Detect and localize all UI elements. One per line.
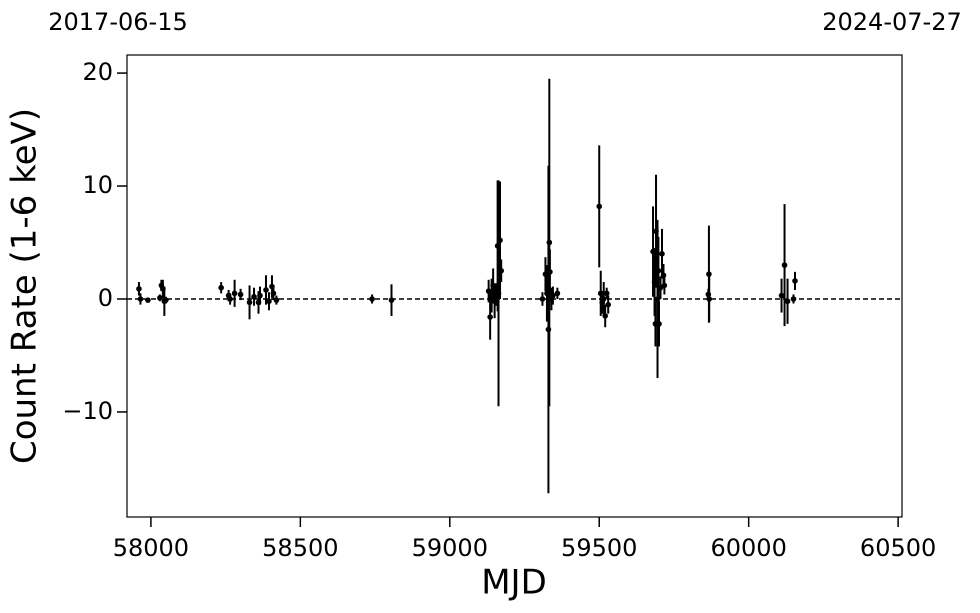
data-point	[659, 251, 665, 257]
data-point	[790, 296, 797, 302]
data-point	[792, 278, 798, 284]
top-left-label: 2017-06-15	[48, 8, 187, 36]
x-tick-label: 60500	[860, 534, 936, 562]
data-point	[163, 297, 169, 303]
data-point	[145, 297, 151, 303]
data-point	[554, 290, 561, 297]
data-point	[231, 290, 238, 297]
data-point	[369, 296, 375, 302]
x-tick-label: 58500	[262, 534, 338, 562]
data-point	[263, 287, 269, 293]
data-point	[781, 262, 788, 268]
y-axis-label: Count Rate (1-6 keV)	[5, 108, 45, 464]
y-tick-label: 20	[82, 58, 113, 86]
data-point	[137, 296, 144, 302]
data-point	[270, 290, 277, 297]
data-point	[661, 282, 668, 289]
data-point	[246, 299, 253, 306]
data-point	[227, 296, 233, 302]
data-point	[706, 271, 712, 277]
data-point	[485, 288, 492, 294]
data-point	[655, 267, 662, 274]
data-point	[546, 239, 553, 246]
data-point	[778, 292, 785, 299]
data-point	[603, 290, 610, 297]
data-point	[266, 298, 272, 305]
data-point	[784, 298, 791, 305]
data-point	[497, 237, 503, 244]
data-point	[605, 301, 611, 308]
top-right-label: 2024-07-27	[822, 8, 961, 36]
y-tick-label: 10	[82, 171, 113, 199]
x-tick-label: 59000	[412, 534, 488, 562]
x-tick-label: 60000	[710, 534, 786, 562]
y-tick-label: 0	[98, 284, 113, 312]
data-point	[547, 269, 553, 275]
data-point	[388, 297, 395, 303]
x-tick-label: 59500	[561, 534, 637, 562]
data-point	[706, 296, 713, 302]
data-point	[550, 292, 556, 299]
data-point	[600, 296, 607, 302]
data-point	[656, 321, 662, 327]
y-tick-label: −10	[62, 397, 113, 425]
data-point	[257, 292, 263, 299]
x-axis-label: MJD	[481, 563, 547, 603]
data-point	[539, 296, 546, 302]
data-point	[136, 286, 142, 292]
x-tick-label: 58000	[113, 534, 189, 562]
data-point	[157, 295, 163, 301]
data-point	[251, 293, 257, 300]
data-point	[498, 267, 504, 274]
data-point	[273, 297, 280, 303]
data-point	[487, 314, 493, 320]
data-point	[218, 284, 224, 291]
data-point	[602, 313, 609, 319]
data-point	[596, 203, 603, 210]
plot-frame	[126, 54, 903, 518]
data-point	[237, 291, 244, 298]
